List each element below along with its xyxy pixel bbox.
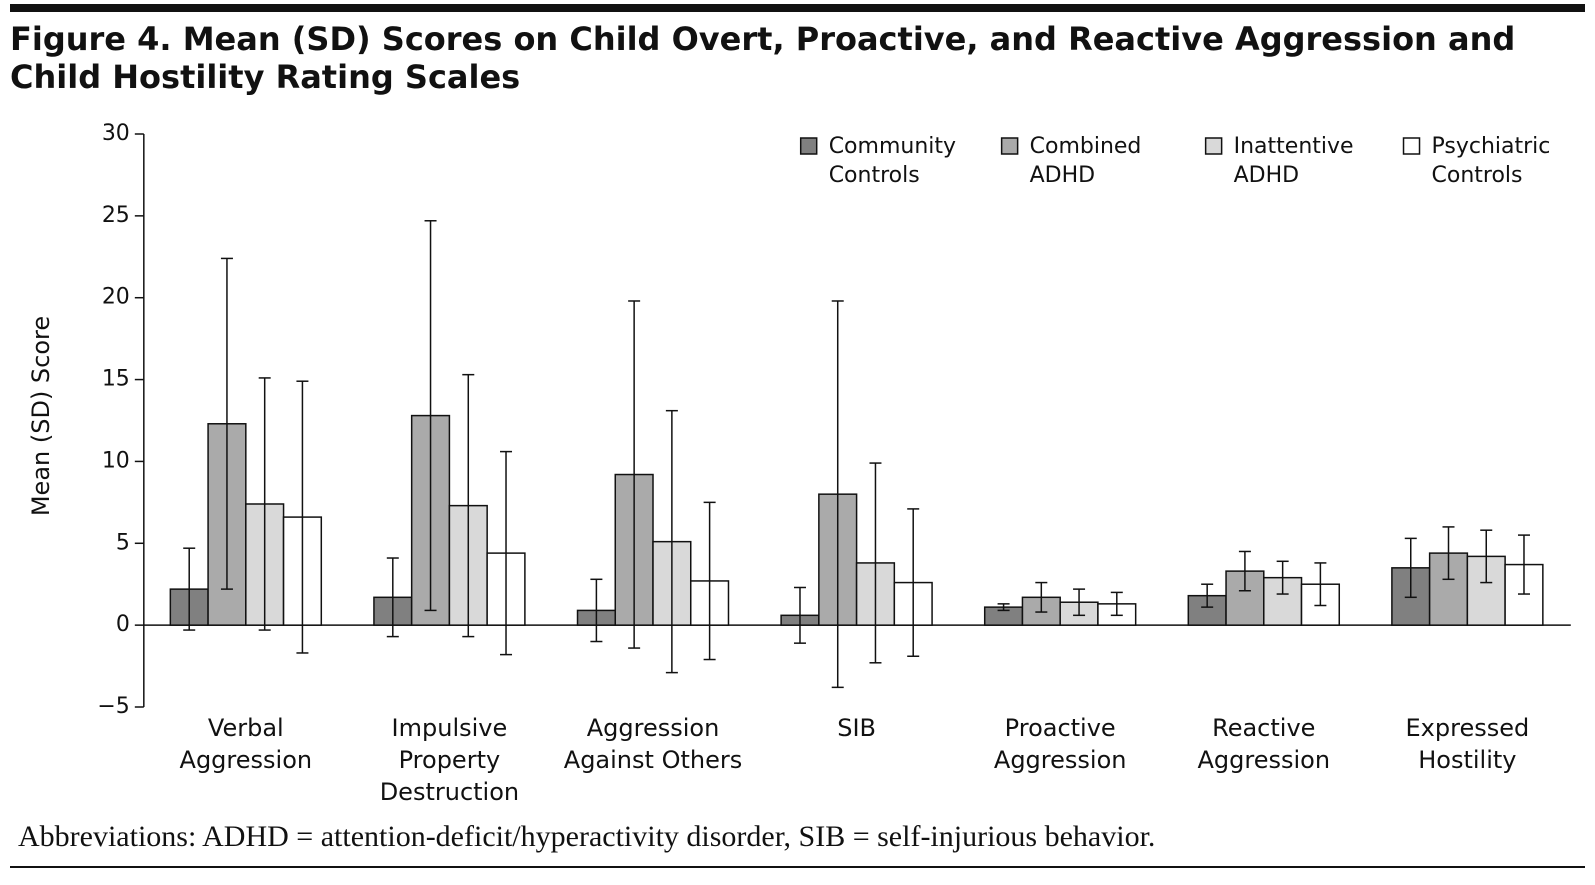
error-bar	[220, 257, 233, 590]
error-bar	[183, 547, 196, 631]
error-bar	[424, 220, 437, 612]
error-bar	[258, 377, 271, 631]
legend-label: ADHD	[1030, 163, 1095, 188]
error-bar	[907, 508, 920, 657]
x-tick-label: SIB	[837, 714, 876, 742]
x-tick-label: Property	[399, 746, 501, 774]
error-bar	[628, 300, 641, 649]
x-tick-label: Hostility	[1418, 746, 1516, 774]
error-bar	[1480, 529, 1493, 584]
error-bar	[462, 373, 475, 638]
error-bar	[997, 603, 1010, 612]
footnote: Abbreviations: ADHD = attention-deficit/…	[18, 820, 1156, 853]
error-bar	[590, 578, 603, 643]
error-bar	[869, 462, 882, 664]
error-bar	[1442, 526, 1455, 581]
legend-swatch	[1000, 137, 1019, 155]
x-tick-label: Proactive	[1005, 714, 1116, 742]
y-tick-label: 0	[116, 612, 130, 637]
y-tick-label: −5	[97, 694, 129, 719]
legend-label: Community	[829, 134, 956, 159]
legend-label: ADHD	[1234, 163, 1299, 188]
legend-swatch	[1402, 137, 1421, 155]
y-tick-label: 25	[102, 203, 130, 228]
error-bar	[793, 586, 806, 644]
legend-label: Inattentive	[1234, 134, 1354, 159]
x-tick-label: Expressed	[1406, 714, 1530, 742]
x-tick-label: Aggression	[587, 714, 720, 742]
x-tick-label: Impulsive	[392, 714, 508, 742]
x-tick-label: Verbal	[208, 714, 284, 742]
y-tick-label: 15	[102, 367, 130, 392]
legend-label: Controls	[829, 163, 920, 188]
y-tick-label: 30	[102, 121, 130, 146]
error-bar	[1201, 583, 1214, 608]
error-bar	[1517, 534, 1530, 595]
top-rule	[10, 4, 1585, 12]
error-bar	[1238, 550, 1251, 592]
error-bar	[1110, 591, 1123, 617]
chart-title: Figure 4. Mean (SD) Scores on Child Over…	[10, 20, 1516, 96]
error-bar	[1073, 588, 1086, 617]
y-tick-label: 10	[102, 448, 130, 473]
legend-label: Controls	[1432, 163, 1523, 188]
legend-swatch	[799, 137, 818, 155]
error-bar	[831, 300, 844, 689]
x-tick-label: Against Others	[564, 746, 742, 774]
x-tick-label: Aggression	[1197, 746, 1330, 774]
legend-label: Psychiatric	[1432, 134, 1551, 159]
y-tick-label: 20	[102, 285, 130, 310]
x-tick-label: Reactive	[1212, 714, 1315, 742]
error-bar	[386, 557, 399, 638]
error-bar	[296, 380, 309, 654]
legend-label: Combined	[1030, 134, 1142, 159]
y-tick-label: 5	[116, 530, 130, 555]
x-tick-label: Aggression	[994, 746, 1127, 774]
error-bar	[1035, 581, 1048, 613]
x-tick-label: Aggression	[180, 746, 313, 774]
error-bar	[1404, 537, 1417, 599]
x-tick-label: Destruction	[380, 778, 519, 806]
error-bar	[665, 409, 678, 674]
y-axis-label: Mean (SD) Score	[27, 316, 55, 516]
error-bar	[500, 450, 513, 656]
error-bar	[703, 501, 716, 661]
error-bar	[1314, 562, 1327, 607]
error-bar	[1276, 560, 1289, 595]
legend-swatch	[1204, 137, 1223, 155]
